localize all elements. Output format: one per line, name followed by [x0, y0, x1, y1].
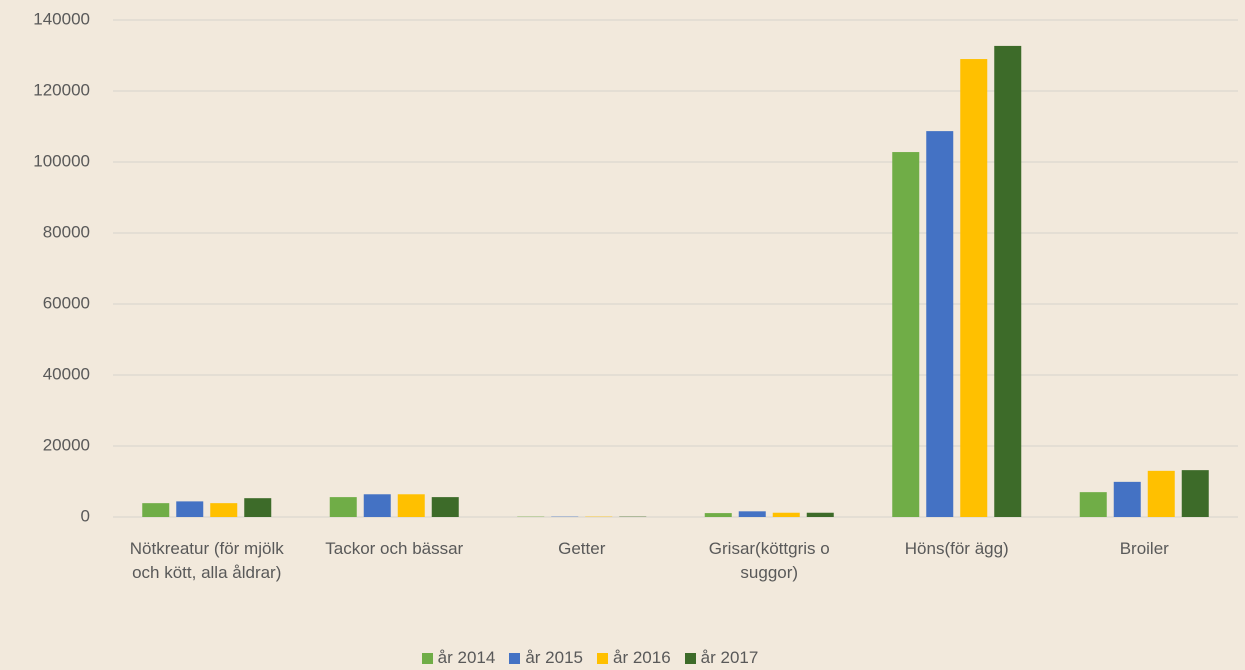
- y-tick-label: 100000: [33, 151, 90, 170]
- bar: [704, 513, 732, 517]
- bar: [431, 497, 459, 517]
- legend: år 2014 år 2015 år 2016 år 2017: [0, 648, 1180, 668]
- bar: [210, 503, 238, 517]
- y-tick-label: 40000: [43, 364, 90, 383]
- legend-swatch: [509, 652, 521, 664]
- y-tick-label: 140000: [33, 9, 90, 28]
- bar: [960, 59, 988, 518]
- bar: [329, 497, 357, 517]
- legend-label: år 2015: [525, 648, 583, 667]
- x-tick-label: Grisar(köttgris o suggor): [708, 539, 830, 582]
- legend-label: år 2014: [437, 648, 496, 667]
- y-tick-label: 0: [81, 506, 90, 525]
- x-tick-label: Broiler: [1119, 539, 1169, 558]
- x-tick-label: Tackor och bässar: [325, 539, 464, 558]
- bar: [1079, 492, 1107, 517]
- legend-item: år 2016: [597, 648, 671, 668]
- y-tick-label: 80000: [43, 222, 90, 241]
- bar: [142, 503, 170, 517]
- legend-swatch: [597, 652, 608, 664]
- x-tick-label: Nötkreatur (för mjölk och kött, alla åld…: [129, 539, 284, 582]
- bar: [397, 494, 425, 517]
- bar: [806, 512, 834, 517]
- legend-item: år 2017: [684, 648, 759, 668]
- bar: [244, 498, 272, 517]
- bar: [892, 152, 920, 517]
- x-tick-label: Getter: [558, 539, 606, 558]
- legend-item: år 2014: [421, 648, 496, 668]
- y-tick-label: 20000: [43, 435, 90, 454]
- bar: [1113, 481, 1141, 517]
- legend-item: år 2015: [509, 648, 583, 668]
- bar: [926, 131, 954, 518]
- y-tick-label: 60000: [43, 293, 90, 312]
- legend-swatch: [421, 652, 433, 664]
- y-tick-label: 120000: [33, 80, 90, 99]
- bar: [1147, 470, 1175, 517]
- bar: [363, 494, 391, 517]
- bar: [176, 501, 204, 517]
- legend-label: år 2017: [700, 648, 759, 667]
- bar: [772, 512, 800, 517]
- bar: [1181, 470, 1209, 517]
- bar: [738, 511, 766, 517]
- bar: [994, 45, 1022, 517]
- legend-label: år 2016: [613, 648, 671, 667]
- x-tick-label: Höns(för ägg): [904, 539, 1009, 558]
- legend-swatch: [684, 652, 696, 664]
